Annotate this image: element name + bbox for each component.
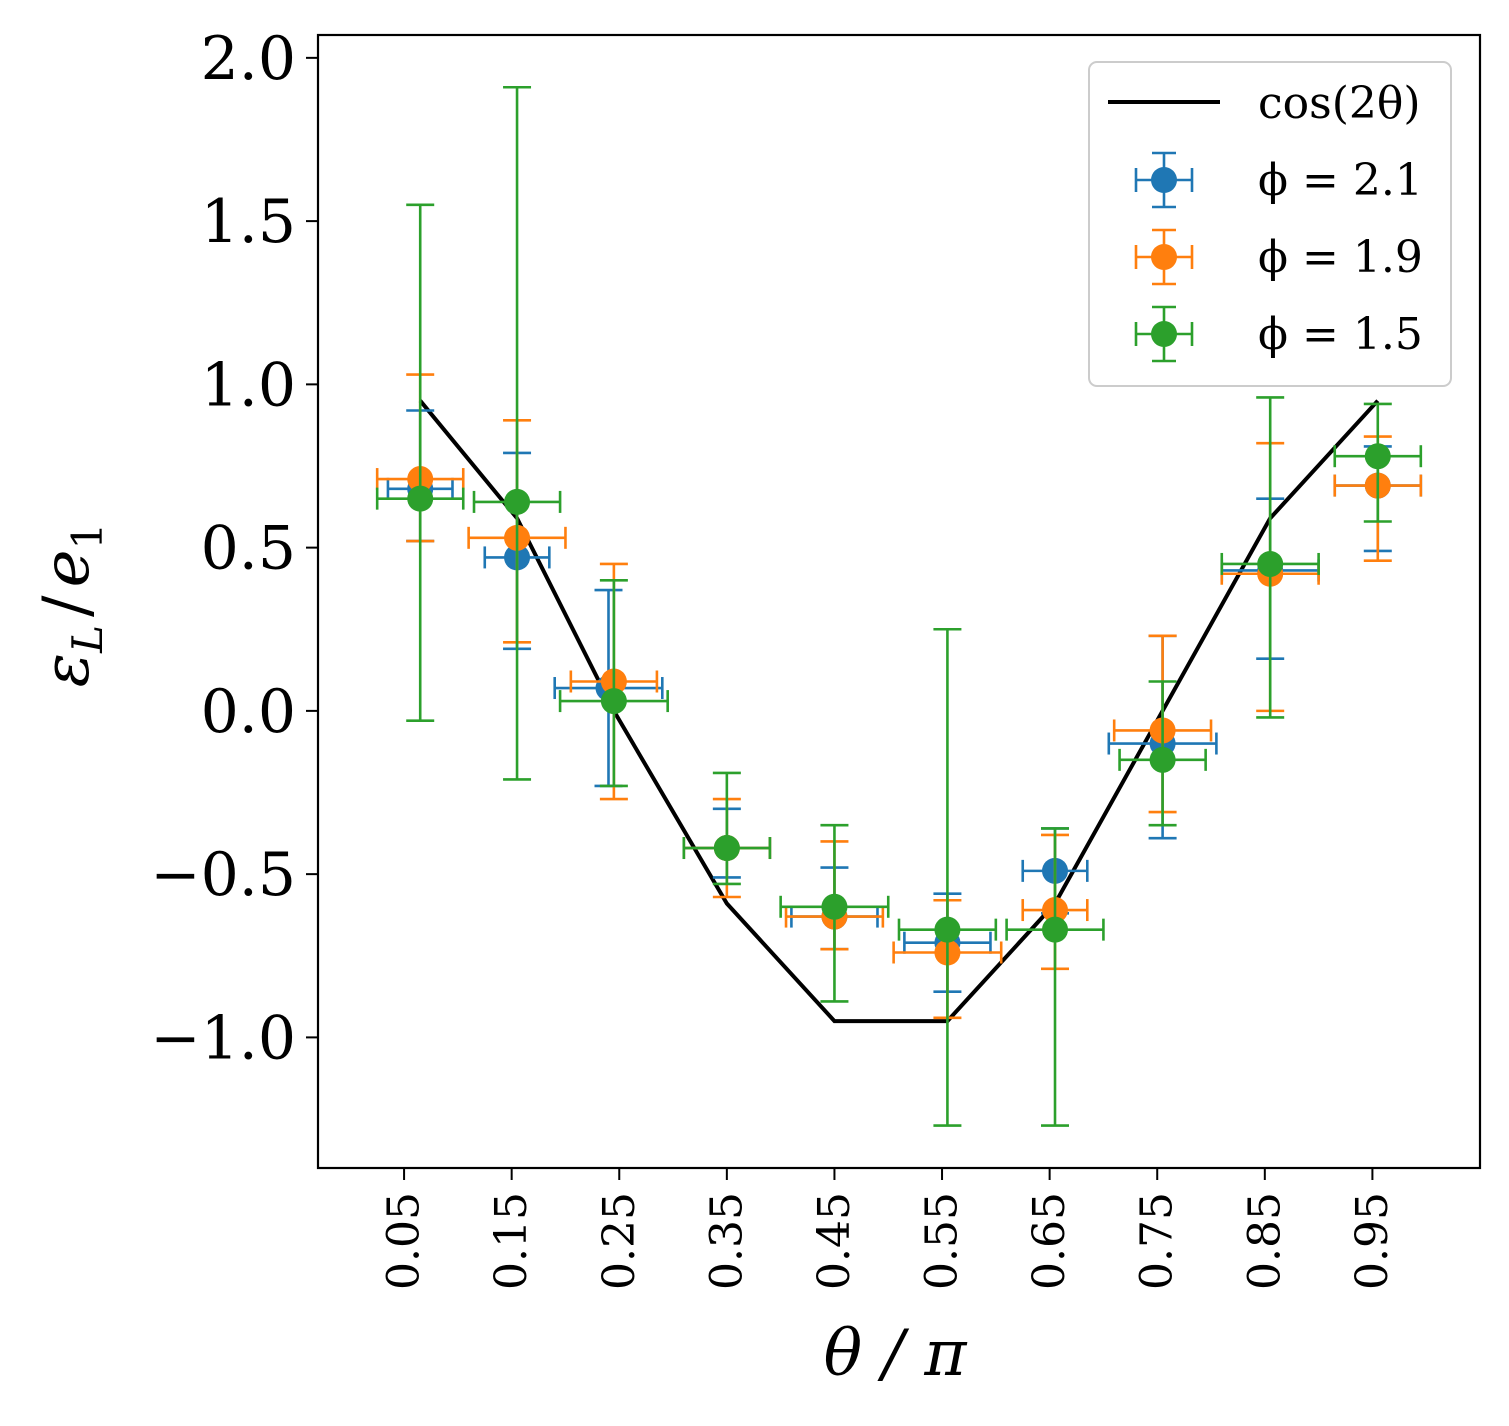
y-tick-label: 1.5: [201, 187, 296, 257]
x-tick-label: 0.75: [1132, 1192, 1183, 1290]
x-tick-label: 0.25: [594, 1192, 645, 1290]
legend-series: ϕ = 2.1 ϕ = 1.9 ϕ = 1.5: [1134, 151, 1423, 363]
x-tick-label: 0.05: [379, 1192, 430, 1290]
x-tick-label: 0.85: [1239, 1192, 1290, 1290]
legend-label-series-1: ϕ = 2.1: [1258, 155, 1423, 206]
y-axis: −1.0 −0.5 0.0 0.5 1.0 1.5 2.0: [150, 24, 318, 1073]
legend-label-series-3: ϕ = 1.5: [1258, 309, 1423, 360]
data-point: [1364, 443, 1391, 470]
x-tick-label: 0.95: [1347, 1192, 1398, 1290]
x-tick-label: 0.65: [1024, 1192, 1075, 1290]
y-axis-label-main-sub: L: [63, 625, 112, 654]
data-point: [821, 893, 848, 920]
y-axis-label-den: e: [30, 550, 104, 588]
data-point: [1257, 550, 1284, 577]
data-point: [1042, 916, 1069, 943]
y-tick-label: −0.5: [150, 840, 296, 910]
legend-label-line: cos(2θ): [1258, 78, 1421, 129]
line-layer: [418, 399, 1380, 1024]
data-point: [713, 835, 740, 862]
y-tick-label: 2.0: [201, 24, 296, 94]
y-tick-label: −1.0: [150, 1003, 296, 1073]
y-axis-label: εL / e1: [30, 523, 112, 687]
y-axis-label-den-sub: 1: [63, 523, 112, 550]
y-tick-label: 0.5: [201, 514, 296, 584]
data-point: [600, 688, 627, 715]
x-tick-label: 0.15: [486, 1192, 537, 1290]
series-3: [375, 85, 1423, 1127]
legend-frame: [1088, 61, 1452, 387]
data-point: [504, 488, 531, 515]
cos-line: [418, 399, 1380, 1024]
y-tick-label: 1.0: [201, 350, 296, 420]
series-layer: [375, 85, 1423, 1127]
legend-swatch-marker: [1151, 321, 1177, 347]
plot-frame: [316, 33, 1482, 1170]
y-axis-label-main: ε: [30, 653, 104, 687]
legend-swatch-marker: [1151, 244, 1177, 270]
y-axis-label-divider: /: [30, 595, 104, 617]
legend-label-series-2: ϕ = 1.9: [1258, 232, 1423, 283]
data-point: [407, 485, 434, 512]
x-axis-label: θ / π: [824, 1317, 968, 1391]
y-tick-label: 0.0: [201, 677, 296, 747]
x-tick-label: 0.45: [809, 1192, 860, 1290]
data-point: [934, 916, 961, 943]
legend-swatch-marker: [1151, 167, 1177, 193]
x-tick-label: 0.35: [701, 1192, 752, 1290]
data-point: [1149, 746, 1176, 773]
x-tick-label: 0.55: [917, 1192, 968, 1290]
legend: cos(2θ) ϕ = 2.1 ϕ = 1.9 ϕ = 1.5: [1088, 61, 1452, 387]
x-axis: 0.05 0.15 0.25 0.35 0.45 0.55 0.65 0.75 0.85 0.95: [379, 1168, 1398, 1290]
